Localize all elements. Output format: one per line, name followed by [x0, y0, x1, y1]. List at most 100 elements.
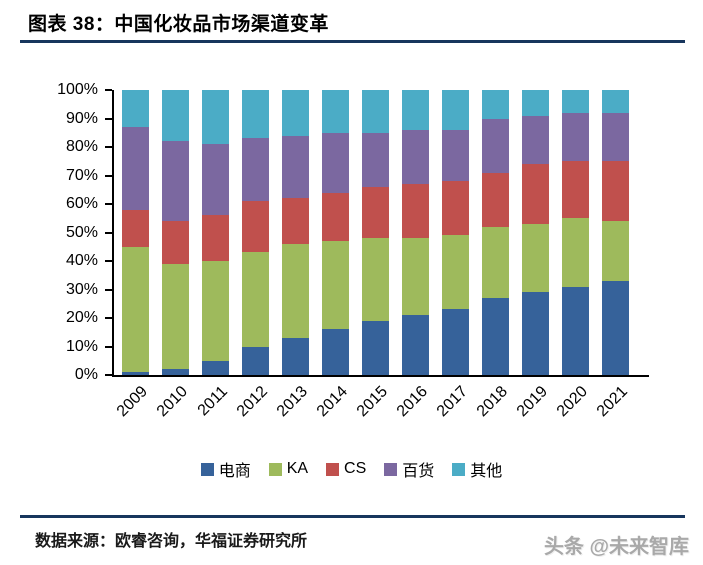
bar-2014 [322, 90, 349, 375]
segment-电商-2018 [482, 298, 509, 375]
segment-CS-2014 [322, 192, 349, 242]
segment-其他-2016 [402, 90, 429, 130]
footer-divider [20, 515, 685, 518]
segment-CS-2021 [602, 161, 629, 222]
y-axis-tickmark [105, 260, 112, 262]
legend-label: KA [286, 460, 309, 477]
y-axis-tick-label: 100% [57, 81, 98, 98]
segment-其他-2012 [242, 90, 269, 139]
segment-百货-2014 [322, 132, 349, 193]
segment-CS-2009 [122, 209, 149, 247]
y-axis-tickmark [105, 317, 112, 319]
y-axis-tick-label: 0% [74, 366, 98, 383]
bar-2012 [242, 90, 269, 375]
segment-百货-2015 [362, 132, 389, 187]
bar-2009 [122, 90, 149, 375]
segment-KA-2017 [442, 235, 469, 310]
y-axis-tick-label: 70% [65, 166, 98, 184]
legend-swatch-icon [268, 462, 282, 476]
segment-CS-2017 [442, 181, 469, 236]
segment-KA-2014 [322, 241, 349, 330]
watermark-text: 头条 @未来智库 [543, 536, 689, 558]
bar-2015 [362, 90, 389, 375]
y-axis-tickmark [105, 231, 112, 234]
bar-2021 [602, 90, 629, 375]
segment-百货-2009 [122, 127, 149, 210]
y-axis-tickmark [105, 117, 112, 120]
segment-电商-2015 [362, 320, 389, 375]
segment-其他-2018 [482, 90, 509, 119]
segment-CS-2011 [202, 215, 229, 261]
segment-电商-2021 [602, 280, 629, 375]
segment-电商-2019 [522, 292, 549, 375]
segment-百货-2019 [522, 115, 549, 165]
y-axis-tickmark [105, 288, 112, 291]
segment-KA-2020 [562, 218, 589, 287]
y-axis-tick-label: 20% [65, 309, 98, 326]
segment-电商-2017 [442, 309, 469, 375]
legend-item-CS: CS [326, 460, 366, 478]
segment-CS-2020 [562, 161, 589, 219]
legend-swatch-icon [452, 462, 466, 476]
segment-电商-2011 [202, 360, 229, 375]
segment-KA-2013 [282, 243, 309, 338]
segment-其他-2017 [442, 90, 469, 130]
bar-2018 [482, 90, 509, 375]
segment-CS-2018 [482, 172, 509, 227]
legend-label: CS [344, 460, 367, 477]
y-axis-tick-label: 80% [65, 138, 98, 155]
segment-其他-2020 [562, 90, 589, 113]
segment-KA-2009 [122, 246, 149, 373]
bar-2013 [282, 90, 309, 375]
segment-电商-2016 [402, 315, 429, 375]
segment-其他-2013 [282, 90, 309, 136]
segment-KA-2010 [162, 263, 189, 370]
segment-CS-2015 [362, 186, 389, 239]
segment-CS-2016 [402, 184, 429, 239]
bar-2020 [562, 90, 589, 375]
segment-百货-2012 [242, 138, 269, 202]
segment-百货-2020 [562, 112, 589, 162]
segment-KA-2012 [242, 252, 269, 347]
segment-电商-2013 [282, 337, 309, 375]
y-axis-tick-label: 30% [65, 280, 98, 298]
segment-百货-2011 [202, 144, 229, 216]
segment-百货-2010 [162, 141, 189, 222]
title-divider [20, 40, 685, 43]
legend-swatch-icon [384, 462, 398, 476]
segment-电商-2014 [322, 329, 349, 375]
legend-swatch-icon [326, 462, 340, 476]
legend-item-KA: KA [268, 460, 309, 478]
legend-swatch-icon [200, 462, 214, 476]
page-title: 图表 38：中国化妆品市场渠道变革 [28, 14, 329, 35]
legend-item-其他: 其他 [452, 457, 502, 481]
segment-百货-2018 [482, 118, 509, 173]
y-axis-tick-label: 40% [65, 252, 98, 269]
segment-百货-2013 [282, 135, 309, 199]
segment-KA-2021 [602, 221, 629, 281]
segment-百货-2021 [602, 112, 629, 162]
segment-百货-2016 [402, 129, 429, 185]
segment-CS-2013 [282, 198, 309, 244]
segment-KA-2018 [482, 226, 509, 299]
legend-item-电商: 电商 [200, 457, 251, 481]
legend-label: 百货 [402, 463, 435, 480]
segment-电商-2020 [562, 286, 589, 375]
segment-其他-2009 [122, 90, 149, 128]
segment-KA-2016 [402, 238, 429, 316]
y-axis-tick-label: 10% [65, 337, 98, 355]
y-axis-tick-label: 60% [65, 195, 98, 212]
segment-电商-2010 [162, 369, 189, 375]
segment-CS-2012 [242, 201, 269, 253]
bar-2017 [442, 90, 469, 375]
legend: 电商 KA CS 百货 其他 [0, 457, 703, 481]
data-source-text: 数据来源：欧睿咨询，华福证券研究所 [35, 533, 308, 550]
segment-电商-2009 [122, 372, 149, 375]
y-axis-tickmark [105, 203, 112, 205]
y-axis-tickmark [105, 374, 112, 376]
segment-KA-2011 [202, 261, 229, 361]
segment-其他-2014 [322, 90, 349, 133]
segment-KA-2019 [522, 223, 549, 293]
bar-2019 [522, 90, 549, 375]
